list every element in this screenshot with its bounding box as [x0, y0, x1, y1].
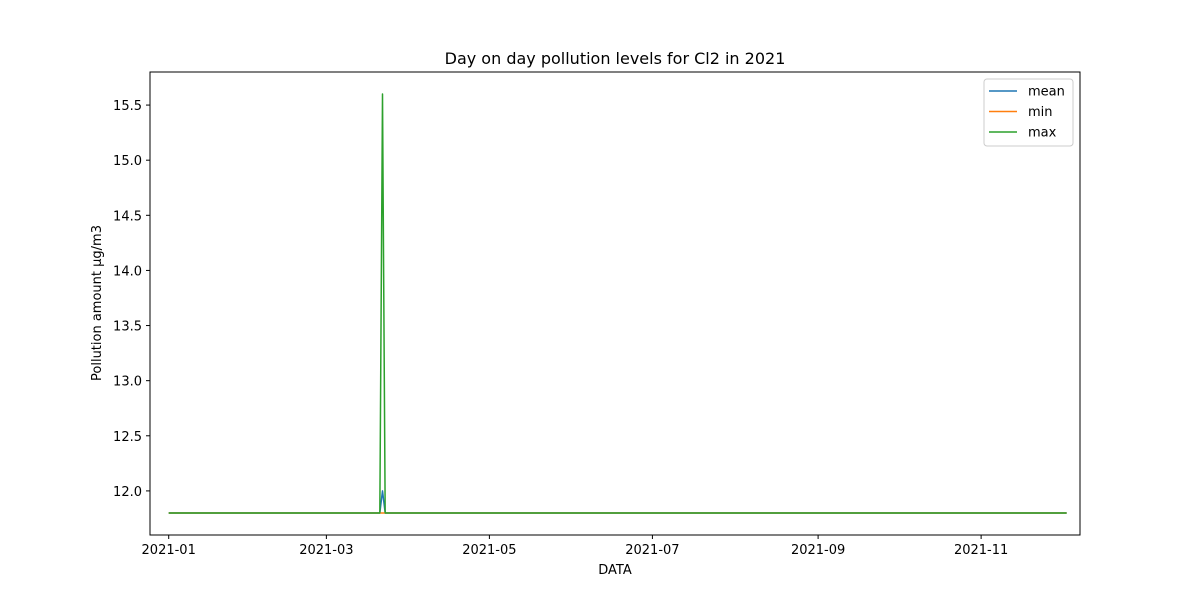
x-tick-label: 2021-09 — [791, 543, 845, 558]
y-tick-label: 12.0 — [113, 485, 142, 500]
y-tick-label: 13.5 — [113, 320, 142, 335]
y-tick-label: 13.0 — [113, 375, 142, 390]
x-tick-label: 2021-07 — [625, 543, 679, 558]
x-tick-label: 2021-05 — [462, 543, 516, 558]
legend-label-mean: mean — [1028, 85, 1065, 100]
y-axis-title: Pollution amount µg/m3 — [90, 225, 105, 381]
legend-box — [983, 78, 1074, 147]
legend: mean min max — [983, 78, 1074, 147]
legend-label-max: max — [1028, 126, 1057, 141]
legend-label-min: min — [1028, 105, 1053, 120]
x-axis-title: DATA — [598, 563, 632, 578]
y-axis: 12.0 12.5 13.0 13.5 14.0 14.5 15.0 15.5 — [113, 99, 150, 500]
y-tick-label: 14.0 — [113, 264, 142, 279]
y-tick-label: 12.5 — [113, 430, 142, 445]
x-tick-label: 2021-11 — [954, 543, 1008, 558]
x-tick-label: 2021-01 — [142, 543, 196, 558]
y-tick-label: 15.5 — [113, 99, 142, 114]
series-line-max — [168, 93, 1067, 514]
x-tick-label: 2021-03 — [299, 543, 353, 558]
plot-frame — [149, 71, 1081, 536]
y-tick-label: 15.0 — [113, 154, 142, 169]
chart-title: Day on day pollution levels for Cl2 in 2… — [445, 49, 786, 68]
plot-lines — [168, 93, 1067, 514]
y-tick-label: 14.5 — [113, 209, 142, 224]
x-axis: 2021-01 2021-03 2021-05 2021-07 2021-09 2021-… — [142, 535, 1008, 558]
